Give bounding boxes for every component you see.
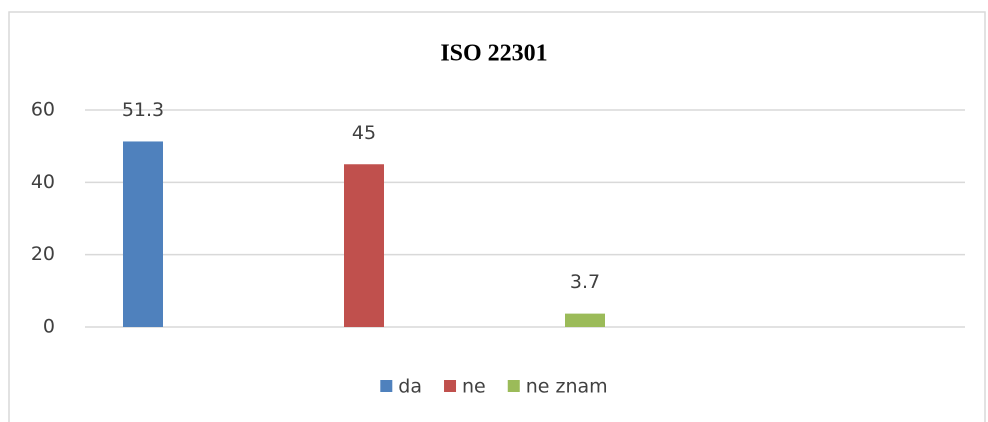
data-label: 3.7: [570, 271, 600, 293]
y-tick-label: 20: [31, 243, 55, 265]
bar: [344, 164, 384, 327]
legend-label: da: [398, 376, 422, 398]
data-label: 51.3: [122, 99, 164, 121]
legend-label: ne znam: [526, 376, 608, 398]
bar: [123, 141, 163, 327]
chart-frame: [8, 11, 986, 422]
bar: [565, 313, 605, 327]
y-tick-label: 0: [43, 316, 55, 338]
legend-swatch: [444, 380, 457, 392]
y-tick-label: 40: [31, 171, 55, 193]
y-tick-label: 60: [31, 99, 55, 121]
legend-swatch: [380, 380, 393, 392]
chart-title: ISO 22301: [440, 41, 547, 67]
legend-swatch: [507, 380, 520, 392]
data-label: 45: [352, 122, 376, 144]
legend-label: ne: [462, 376, 486, 398]
